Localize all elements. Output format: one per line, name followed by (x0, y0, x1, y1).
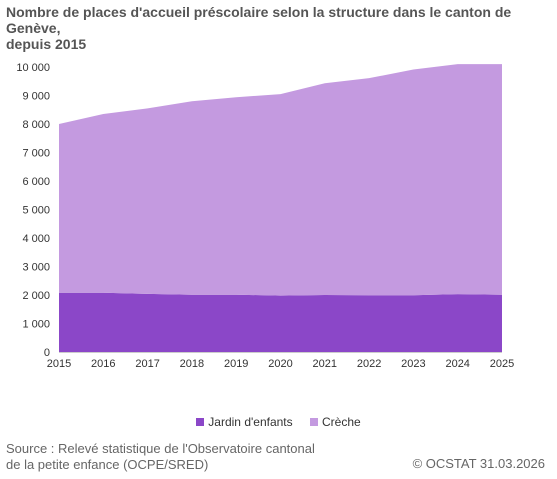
x-tick-label: 2022 (357, 358, 381, 370)
x-tick-label: 2025 (490, 358, 514, 370)
x-tick-label: 2018 (180, 358, 204, 370)
area-creche (59, 64, 502, 296)
labels-layer: 0 1 000 2 000 3 000 4 000 5 000 6 000 7 000 8 00… (16, 62, 514, 370)
legend-label-jardin: Jardin d'enfants (208, 415, 293, 429)
y-tick-label: 6 000 (22, 176, 50, 188)
x-tick-label: 2024 (445, 358, 469, 370)
x-tick-label: 2023 (401, 358, 425, 370)
area-jardin-enfants (59, 292, 502, 352)
legend-item-creche[interactable]: Crèche (310, 415, 361, 429)
x-tick-label: 2019 (224, 358, 248, 370)
y-tick-label: 3 000 (22, 262, 50, 274)
x-tick-label: 2020 (268, 358, 292, 370)
legend-swatch-jardin (196, 418, 205, 426)
legend: Jardin d'enfants Crèche (0, 415, 557, 429)
x-tick-label: 2015 (47, 358, 71, 370)
y-tick-label: 0 (44, 347, 50, 359)
y-tick-label: 10 000 (16, 62, 50, 74)
chart-title-line-1: Nombre de places d'accueil préscolaire s… (6, 4, 512, 36)
x-tick-label: 2021 (313, 358, 337, 370)
y-tick-label: 2 000 (22, 290, 50, 302)
legend-swatch-creche (310, 418, 318, 426)
series-layer (59, 64, 502, 352)
copyright-credit: © OCSTAT 31.03.2026 (412, 456, 545, 471)
chart-title: Nombre de places d'accueil préscolaire s… (6, 4, 551, 52)
y-tick-label: 7 000 (22, 148, 50, 160)
legend-label-creche: Crèche (322, 415, 361, 429)
y-tick-label: 8 000 (22, 119, 50, 131)
y-tick-label: 9 000 (22, 91, 50, 103)
x-tick-label: 2017 (135, 358, 159, 370)
source-note: Source : Relevé statistique de l'Observa… (6, 441, 366, 473)
x-tick-label: 2016 (91, 358, 115, 370)
y-tick-label: 4 000 (22, 233, 50, 245)
legend-item-jardin[interactable]: Jardin d'enfants (196, 415, 293, 429)
source-line-1: Source : Relevé statistique de l'Observa… (6, 441, 315, 456)
chart-title-line-2: depuis 2015 (6, 36, 87, 52)
source-line-2: de la petite enfance (OCPE/SRED) (6, 457, 209, 472)
y-tick-label: 5 000 (22, 205, 50, 217)
y-tick-label: 1 000 (22, 319, 50, 331)
